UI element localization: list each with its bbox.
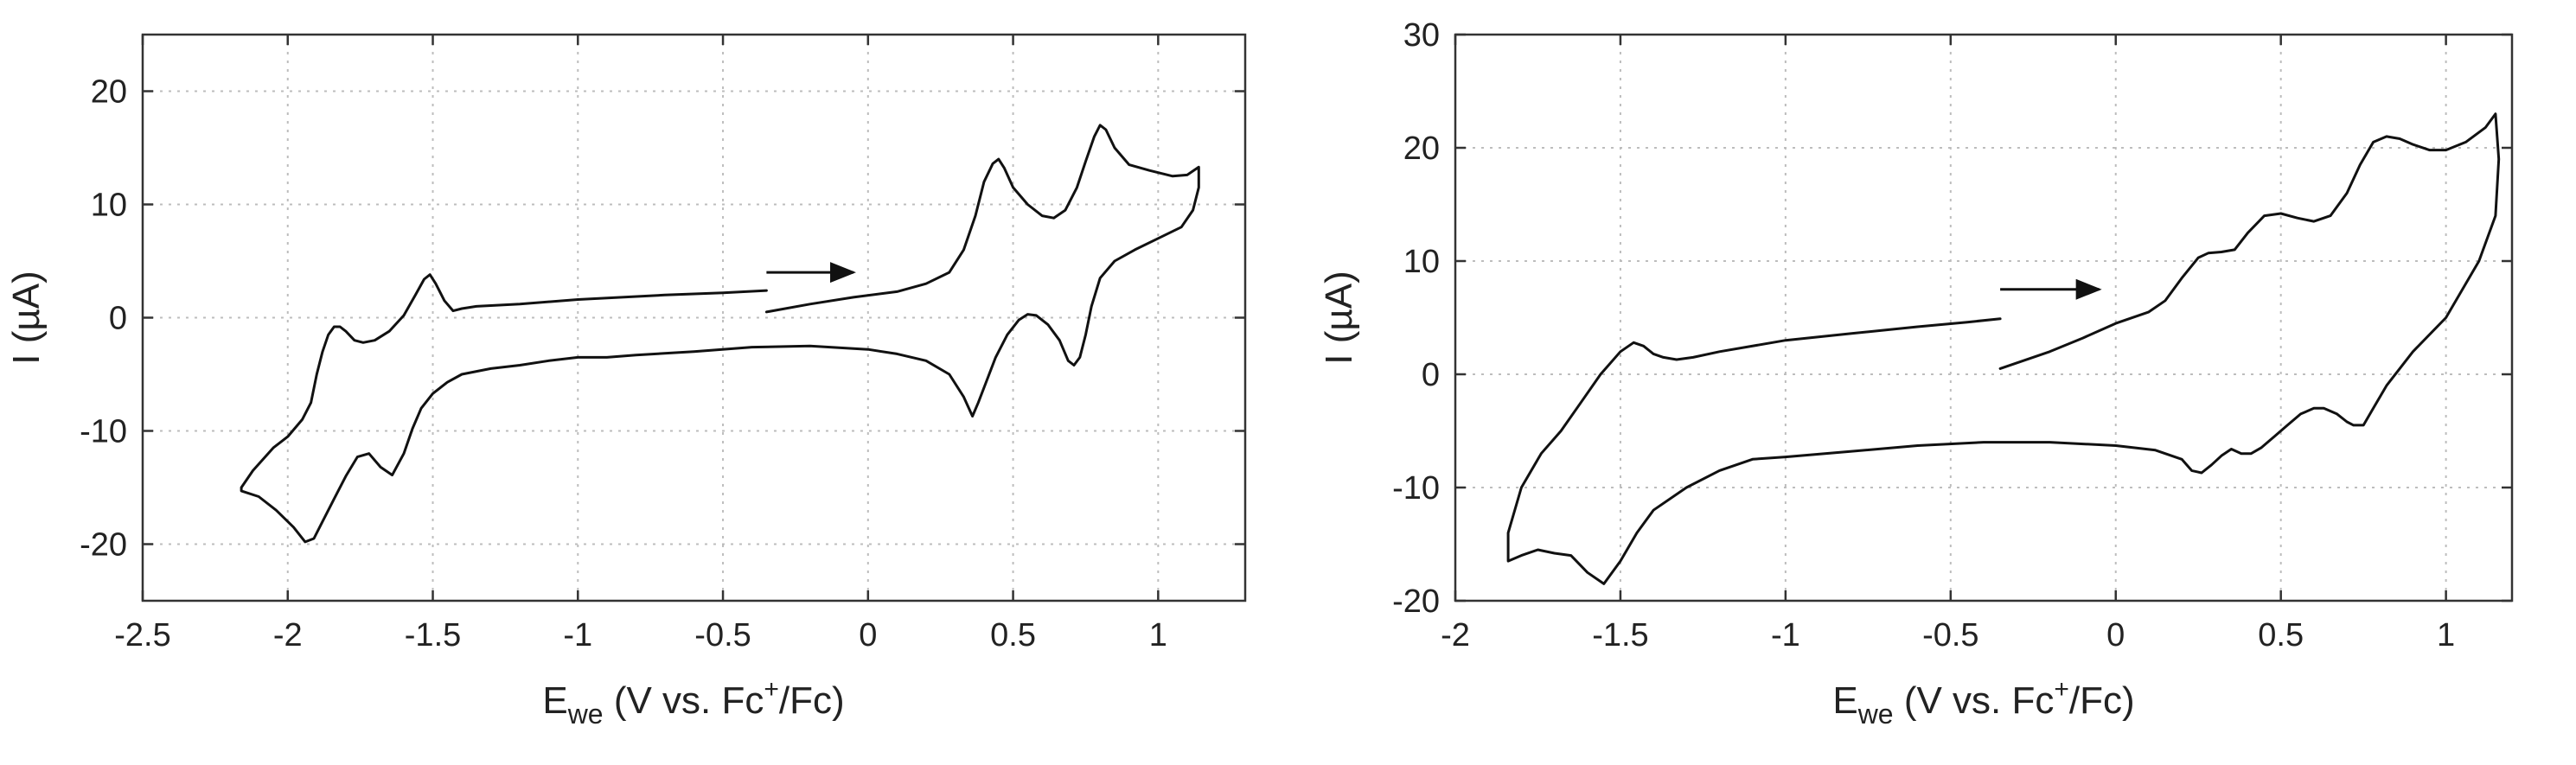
- plot-frame: [1454, 33, 2514, 602]
- y-tick-label: -20: [80, 527, 127, 564]
- y-axis-label: I (µA): [1318, 271, 1360, 364]
- x-tick-label: -0.5: [1922, 617, 1978, 653]
- cv-trace: [240, 124, 1200, 544]
- y-tick-label: 30: [1403, 17, 1440, 54]
- x-tick-label: -2.5: [114, 617, 170, 653]
- x-tick-label: 0.5: [2258, 617, 2304, 653]
- cv-trace: [1506, 112, 2501, 585]
- x-tick-label: 1: [1149, 617, 1167, 653]
- x-tick-label: -2: [273, 617, 303, 653]
- x-axis-label: Ewe (V vs. Fc+/Fc): [542, 675, 844, 730]
- chart-1: -2.5 -2 -1.5 -1 -0.5 0 0.5 1 -20 -10 0 10 20 I (µA) Ew…: [5, 33, 1247, 730]
- x-tick-label: 0.5: [990, 617, 1036, 653]
- y-tick-label: 0: [1422, 357, 1440, 393]
- chart-2: -2 -1.5 -1 -0.5 0 0.5 1 -20 -10 0 10 20 30 I (µA) Ewe …: [1318, 17, 2514, 730]
- x-tick-label: 0: [2106, 617, 2125, 653]
- y-tick-label: -20: [1392, 583, 1440, 620]
- y-tick-label: 0: [109, 301, 127, 337]
- y-axis-label: I (µA): [5, 271, 48, 364]
- x-tick-label: -1.5: [1592, 617, 1648, 653]
- y-tick-label: 10: [91, 188, 127, 224]
- x-tick-label: -2: [1441, 617, 1470, 653]
- x-tick-label: -1.5: [405, 617, 461, 653]
- x-tick-label: 0: [859, 617, 877, 653]
- x-axis-label: Ewe (V vs. Fc+/Fc): [1832, 675, 2134, 730]
- x-tick-label: -1: [563, 617, 592, 653]
- y-tick-label: 20: [1403, 131, 1440, 167]
- x-tick-label: -1: [1771, 617, 1800, 653]
- y-tick-label: 20: [91, 74, 127, 111]
- y-tick-label: -10: [1392, 470, 1440, 507]
- x-tick-label: -0.5: [694, 617, 751, 653]
- x-tick-label: 1: [2437, 617, 2455, 653]
- y-tick-label: -10: [80, 414, 127, 450]
- y-tick-label: 10: [1403, 244, 1440, 280]
